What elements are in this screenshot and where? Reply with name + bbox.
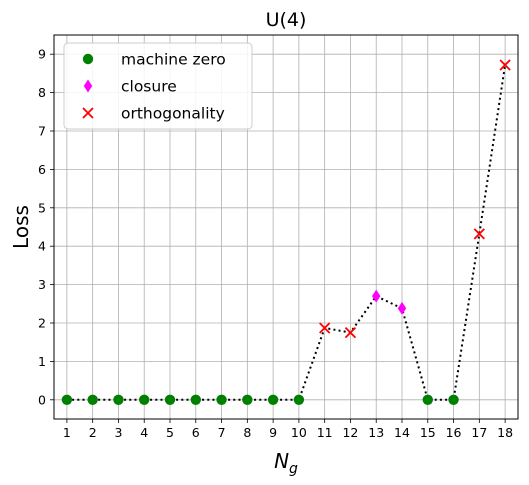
y-tick-label: 7: [38, 124, 46, 139]
x-tick-label: 17: [471, 425, 487, 440]
y-tick-label: 5: [38, 200, 46, 215]
x-tick-label: 12: [342, 425, 358, 440]
x-tick-label: 9: [269, 425, 277, 440]
y-tick-label: 9: [38, 47, 46, 62]
y-tick-label: 3: [38, 277, 46, 292]
legend-label: orthogonality: [121, 105, 225, 123]
machine-zero-point: [61, 394, 73, 405]
x-tick-label: 1: [63, 425, 71, 440]
legend-marker: [83, 79, 93, 93]
legend-marker: [82, 107, 94, 119]
y-tick-label: 6: [38, 162, 46, 177]
closure-point: [397, 301, 407, 315]
x-axis-label-main: N: [274, 449, 289, 473]
closure-point: [372, 289, 381, 303]
machine-zero-point: [448, 394, 459, 405]
x-tick-label: 5: [166, 425, 174, 440]
machine-zero-point: [190, 394, 201, 405]
legend-label: machine zero: [121, 51, 226, 69]
y-tick-label: 2: [38, 316, 46, 331]
y-axis-label: Loss: [9, 205, 33, 249]
x-tick-label: 15: [420, 425, 436, 440]
x-tick-label: 2: [89, 425, 97, 440]
x-axis-label-subscript: g: [289, 461, 298, 477]
legend: machine zero closure orthogonality: [63, 42, 253, 130]
data-markers: [61, 59, 511, 405]
x-axis-label: Ng: [274, 449, 298, 477]
x-tick-label: 4: [140, 425, 148, 440]
x-tick-label: 18: [497, 425, 513, 440]
x-axis: 1 2 3 4 5 6 7 8 9 10 11 12 13 14 15 16 17 18: [63, 419, 513, 440]
machine-zero-point: [87, 394, 98, 405]
machine-zero-point: [293, 394, 305, 405]
x-tick-label: 6: [192, 425, 200, 440]
machine-zero-point: [267, 394, 279, 405]
y-tick-label: 8: [38, 85, 46, 100]
x-tick-label: 7: [218, 425, 226, 440]
x-tick-label: 3: [114, 425, 122, 440]
machine-zero-point: [242, 394, 253, 405]
machine-zero-point: [422, 394, 433, 405]
plot-frame: [53, 34, 519, 420]
x-tick-label: 11: [317, 425, 333, 440]
orthogonality-point: [473, 228, 485, 240]
y-axis: 0 1 2 3 4 5 6 7 8 9: [38, 47, 54, 407]
x-tick-label: 10: [291, 425, 307, 440]
legend-marker: [82, 53, 94, 65]
machine-zero-point: [139, 394, 150, 405]
y-tick-label: 0: [38, 392, 46, 407]
legend-box: [63, 42, 253, 130]
machine-zero-point: [164, 394, 176, 405]
legend-label: closure: [121, 78, 177, 96]
machine-zero-point: [113, 394, 124, 405]
chart-title: U(4): [266, 9, 307, 31]
orthogonality-point: [344, 326, 357, 339]
machine-zero-point: [216, 394, 227, 405]
x-tick-label: 14: [394, 425, 410, 440]
y-tick-label: 4: [38, 239, 46, 254]
orthogonality-point: [499, 59, 511, 71]
y-tick-label: 1: [38, 354, 46, 369]
x-tick-label: 8: [243, 425, 251, 440]
orthogonality-point: [319, 322, 331, 334]
x-tick-label: 16: [446, 425, 462, 440]
x-tick-label: 13: [368, 425, 384, 440]
